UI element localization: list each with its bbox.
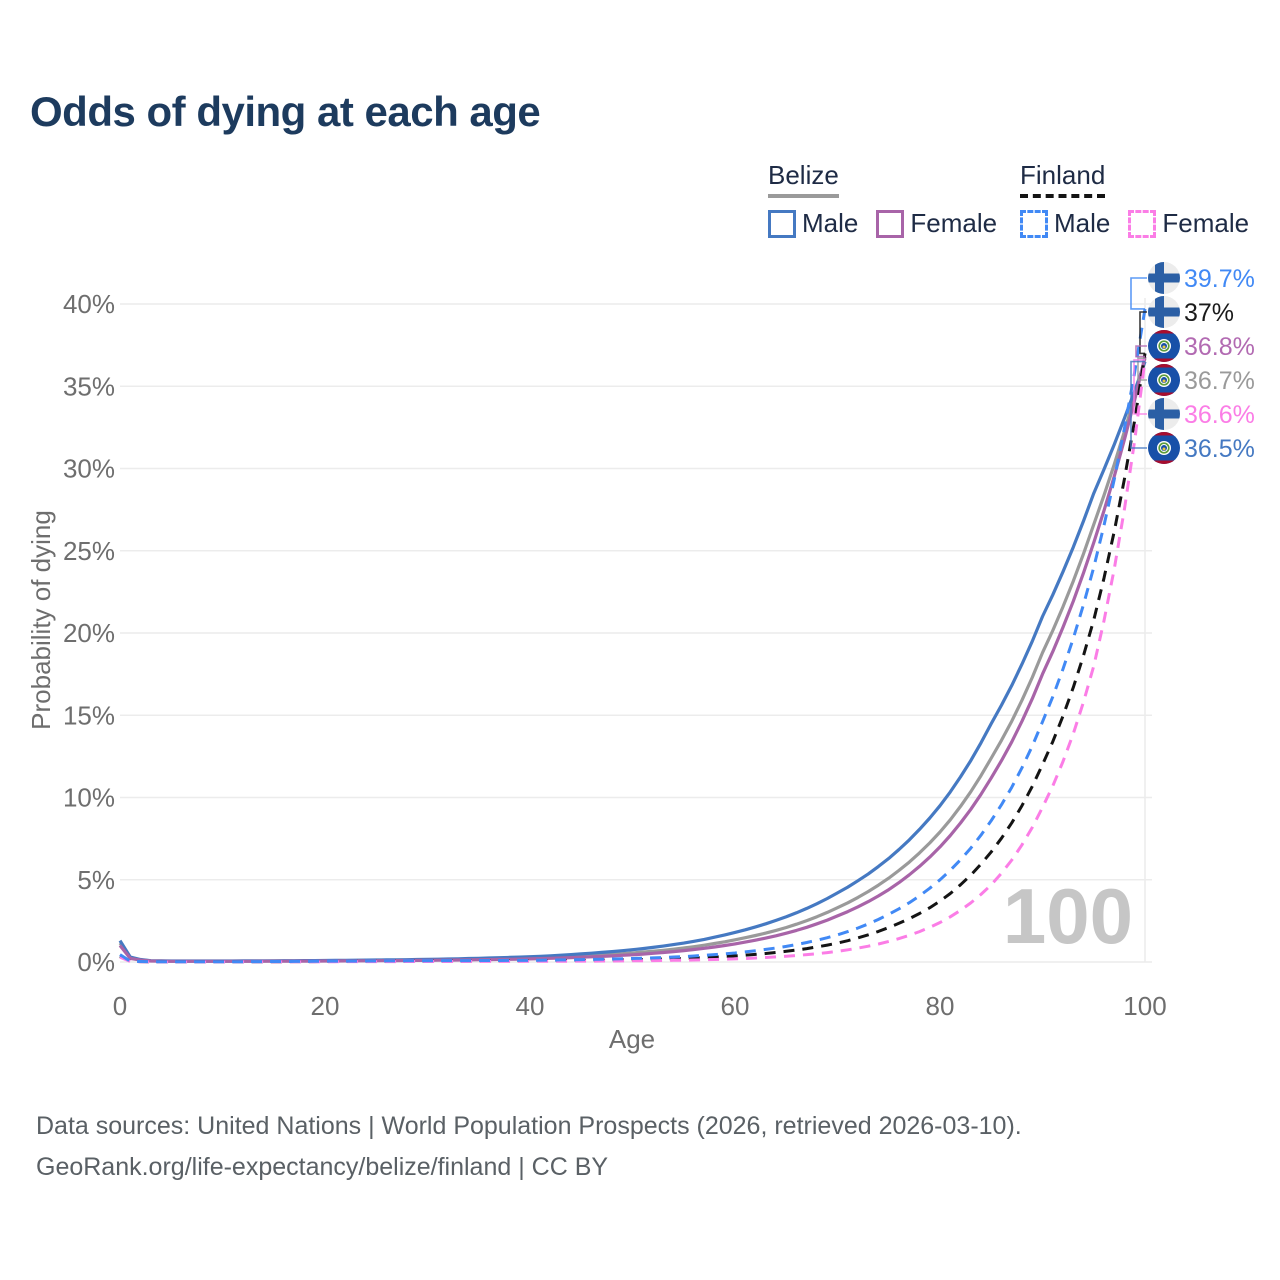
finland-male-swatch[interactable] xyxy=(1020,209,1048,238)
belize-male-swatch[interactable] xyxy=(768,209,796,238)
belize-flag-icon xyxy=(1148,432,1180,464)
legend-row-belize: Male Female xyxy=(768,208,1015,239)
belize-female-swatch[interactable] xyxy=(876,209,905,238)
legend-item-label: Male xyxy=(802,208,859,238)
footer-attribution-line: GeoRank.org/life-expectancy/belize/finla… xyxy=(36,1153,609,1181)
x-tick-label: 100 xyxy=(1123,991,1166,1021)
finland-female-swatch[interactable] xyxy=(1128,209,1157,238)
x-tick-label: 20 xyxy=(311,991,340,1021)
legend-item-label: Female xyxy=(910,208,998,238)
end-label-leader-line xyxy=(1133,359,1147,415)
y-tick-label: 30% xyxy=(63,454,115,484)
legend-item-finland-female[interactable]: Female xyxy=(1128,208,1249,239)
series-line-finland-female[interactable] xyxy=(119,359,1147,964)
legend-item-label: Female xyxy=(1162,208,1250,238)
end-label-finland-male[interactable]: 39.7% xyxy=(1184,265,1255,293)
y-tick-label: 35% xyxy=(63,371,115,401)
series-line-belize-male[interactable] xyxy=(118,361,1147,963)
finland-flag-icon xyxy=(1148,398,1180,430)
series-line-belize-female[interactable] xyxy=(118,356,1147,963)
y-tick-label: 0% xyxy=(77,947,115,977)
footer-sources-line: Data sources: United Nations | World Pop… xyxy=(36,1112,1022,1140)
belize-flag-icon xyxy=(1148,364,1180,396)
belize-flag-icon xyxy=(1148,330,1180,362)
series-line-belize-total[interactable] xyxy=(118,357,1147,963)
legend-group-finland: Finland Male Female xyxy=(1020,160,1267,239)
end-label-leader-line xyxy=(1130,277,1147,310)
x-tick-label: 80 xyxy=(926,991,955,1021)
finland-flag-icon xyxy=(1148,296,1180,328)
end-label-leader-line xyxy=(1130,360,1147,449)
end-label-leader-line xyxy=(1139,311,1147,355)
y-axis-title: Probability of dying xyxy=(26,510,56,730)
y-tick-label: 20% xyxy=(63,618,115,648)
legend-item-label: Male xyxy=(1054,208,1111,238)
series-line-finland-male[interactable] xyxy=(119,308,1147,964)
hover-age-watermark: 100 xyxy=(1003,872,1133,960)
footer: Data sources: United Nations | World Pop… xyxy=(36,1106,1022,1188)
end-label-belize-male[interactable]: 36.5% xyxy=(1184,435,1255,463)
end-label-belize-total[interactable]: 36.7% xyxy=(1184,367,1255,395)
finland-flag-icon xyxy=(1148,262,1180,294)
legend-item-belize-female[interactable]: Female xyxy=(876,208,997,239)
page-title: Odds of dying at each age xyxy=(30,88,541,135)
end-label-finland-female[interactable]: 36.6% xyxy=(1184,401,1255,429)
legend-item-finland-male[interactable]: Male xyxy=(1020,208,1110,239)
y-tick-label: 25% xyxy=(63,536,115,566)
legend-item-belize-male[interactable]: Male xyxy=(768,208,858,239)
legend-group-belize: Belize Male Female xyxy=(768,160,1015,239)
x-tick-label: 60 xyxy=(721,991,750,1021)
x-axis-title: Age xyxy=(609,1024,655,1054)
series-line-finland-total[interactable] xyxy=(119,353,1147,964)
y-tick-label: 15% xyxy=(63,700,115,730)
y-tick-label: 10% xyxy=(63,783,115,813)
legend-country-belize[interactable]: Belize xyxy=(768,160,839,198)
end-label-leader-line xyxy=(1135,345,1147,358)
end-label-belize-female[interactable]: 36.8% xyxy=(1184,333,1255,361)
y-tick-label: 5% xyxy=(77,865,115,895)
x-tick-label: 0 xyxy=(113,991,127,1021)
end-label-finland-total[interactable]: 37% xyxy=(1184,299,1234,327)
x-tick-label: 40 xyxy=(516,991,545,1021)
y-tick-label: 40% xyxy=(63,289,115,319)
end-label-leader-line xyxy=(1137,357,1147,381)
legend-country-finland[interactable]: Finland xyxy=(1020,160,1106,198)
legend-row-finland: Male Female xyxy=(1020,208,1267,239)
